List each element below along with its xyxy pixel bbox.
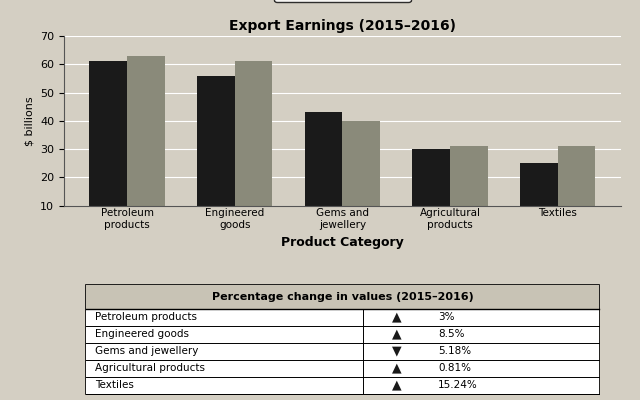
Text: ▲: ▲ — [392, 328, 401, 341]
Bar — [342, 121, 380, 234]
Bar — [86, 326, 598, 343]
Text: Petroleum products: Petroleum products — [95, 312, 196, 322]
Text: ▼: ▼ — [392, 345, 401, 358]
Bar — [558, 146, 595, 234]
Bar — [90, 62, 127, 234]
Text: Percentage change in values (2015–2016): Percentage change in values (2015–2016) — [212, 292, 473, 302]
Bar — [197, 76, 235, 234]
Text: 8.5%: 8.5% — [438, 329, 465, 339]
Bar — [235, 62, 273, 234]
X-axis label: Product Category: Product Category — [281, 236, 404, 249]
Legend: 2015, 2016: 2015, 2016 — [274, 0, 411, 2]
Bar — [86, 309, 598, 326]
Bar — [450, 146, 488, 234]
Text: Textiles: Textiles — [95, 380, 134, 390]
Text: ▲: ▲ — [392, 362, 401, 375]
Bar — [127, 56, 164, 234]
Text: 0.81%: 0.81% — [438, 363, 471, 373]
Text: Agricultural products: Agricultural products — [95, 363, 205, 373]
Text: ▲: ▲ — [392, 311, 401, 324]
Bar — [86, 285, 598, 309]
Text: 3%: 3% — [438, 312, 454, 322]
Text: 15.24%: 15.24% — [438, 380, 478, 390]
Bar — [86, 343, 598, 360]
Bar — [305, 112, 342, 234]
Text: 5.18%: 5.18% — [438, 346, 471, 356]
Bar — [86, 377, 598, 394]
Text: Engineered goods: Engineered goods — [95, 329, 189, 339]
Title: Export Earnings (2015–2016): Export Earnings (2015–2016) — [229, 20, 456, 34]
Bar — [86, 360, 598, 377]
Text: Gems and jewellery: Gems and jewellery — [95, 346, 198, 356]
Bar — [520, 163, 558, 234]
Text: ▲: ▲ — [392, 379, 401, 392]
Y-axis label: $ billions: $ billions — [24, 96, 35, 146]
Bar — [412, 149, 450, 234]
